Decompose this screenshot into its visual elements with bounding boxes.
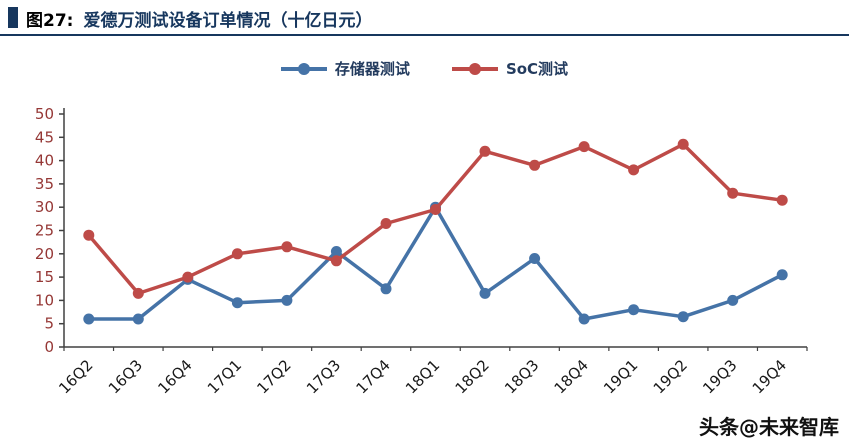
figure-number: 图27: [26, 11, 74, 31]
page-title: 图27: 爱德万测试设备订单情况（十亿日元） [26, 6, 372, 31]
figure-header: 图27: 爱德万测试设备订单情况（十亿日元） [0, 0, 849, 36]
svg-text:18Q2: 18Q2 [452, 356, 493, 397]
svg-text:40: 40 [35, 152, 54, 170]
title-underline [0, 34, 849, 36]
svg-text:19Q3: 19Q3 [699, 356, 740, 397]
legend-item-memory-test: 存储器测试 [280, 58, 410, 79]
chart-area: 0 5 10 15 20 25 30 35 40 45 50 16Q2 16Q3 16Q4 17Q1 17Q2… [0, 92, 849, 422]
svg-text:25: 25 [35, 222, 54, 240]
svg-text:16Q3: 16Q3 [105, 356, 146, 397]
svg-text:35: 35 [35, 175, 54, 193]
legend-swatch-line-marker [451, 62, 498, 76]
svg-text:16Q4: 16Q4 [154, 356, 195, 397]
legend-label: 存储器测试 [334, 60, 410, 78]
legend-item-soc-test: SoC测试 [451, 58, 569, 79]
svg-text:17Q1: 17Q1 [204, 356, 245, 397]
svg-text:5: 5 [44, 315, 54, 333]
svg-text:17Q4: 17Q4 [352, 356, 393, 397]
svg-text:0: 0 [44, 338, 54, 356]
svg-text:18Q3: 18Q3 [501, 356, 542, 397]
legend-label: SoC测试 [505, 60, 569, 78]
svg-text:50: 50 [35, 105, 54, 123]
svg-text:30: 30 [35, 198, 54, 216]
order-line-chart: 0 5 10 15 20 25 30 35 40 45 50 16Q2 16Q3 16Q4 17Q1 17Q2… [35, 105, 808, 397]
svg-text:19Q2: 19Q2 [650, 356, 691, 397]
svg-text:18Q1: 18Q1 [402, 356, 443, 397]
svg-text:10: 10 [35, 291, 54, 309]
chart-legend: 存储器测试 SoC测试 [0, 58, 849, 79]
svg-text:16Q2: 16Q2 [55, 356, 96, 397]
header-accent-square [8, 7, 18, 28]
watermark-toutiao: 头条@未来智库 [699, 415, 839, 439]
svg-text:19Q1: 19Q1 [600, 356, 641, 397]
svg-text:20: 20 [35, 245, 54, 263]
svg-text:19Q4: 19Q4 [749, 356, 790, 397]
svg-text:17Q3: 17Q3 [303, 356, 344, 397]
svg-text:18Q4: 18Q4 [551, 356, 592, 397]
svg-text:15: 15 [35, 268, 54, 286]
svg-text:17Q2: 17Q2 [253, 356, 294, 397]
svg-text:45: 45 [35, 128, 54, 146]
legend-swatch-line-marker [280, 62, 327, 76]
figure-title: 爱德万测试设备订单情况（十亿日元） [83, 11, 373, 31]
